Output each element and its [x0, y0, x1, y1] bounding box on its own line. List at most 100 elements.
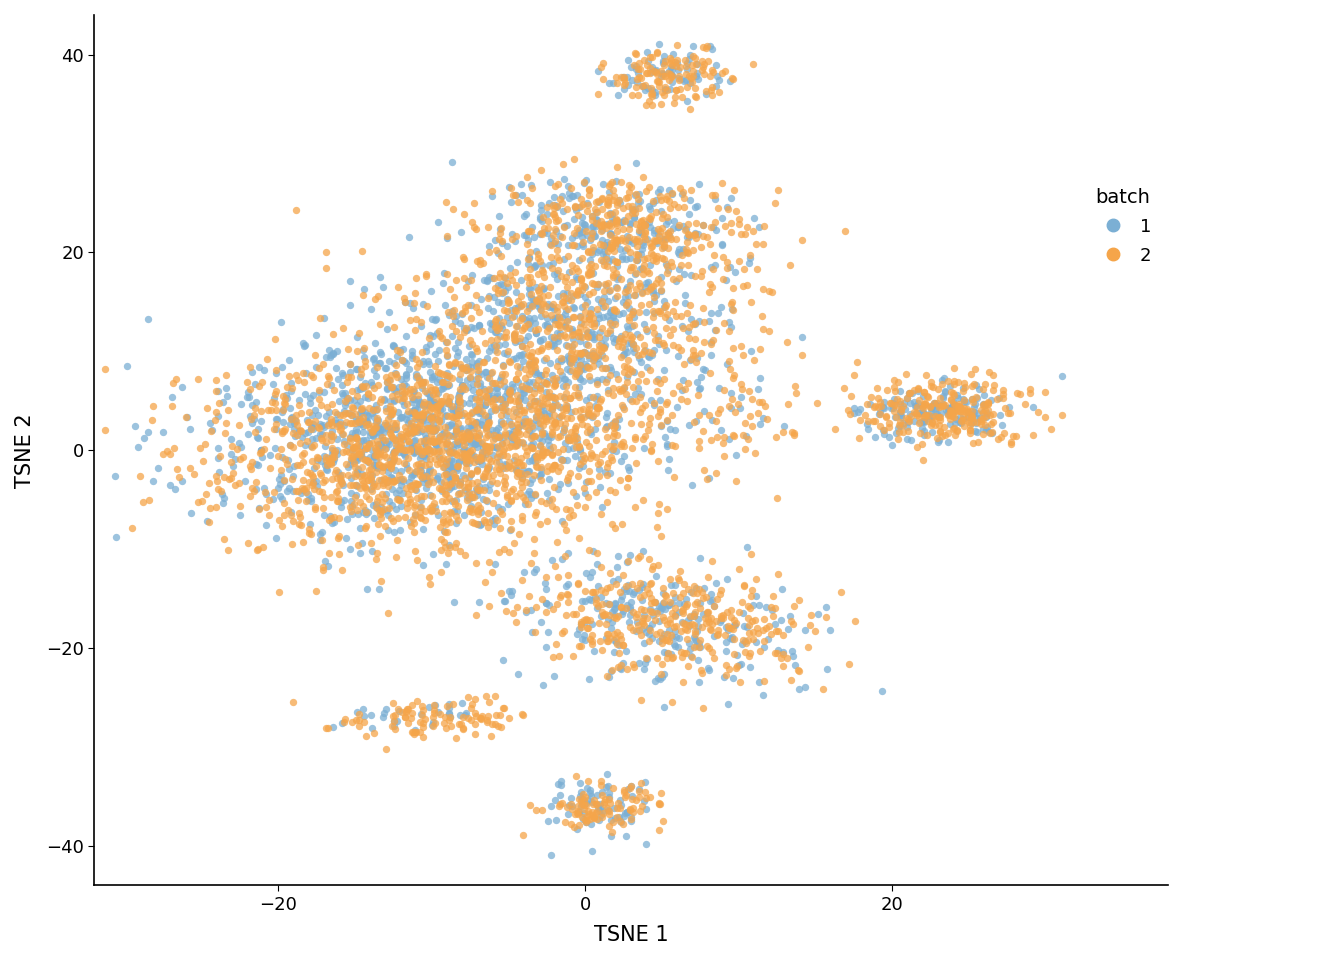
Point	[247, 378, 269, 394]
Point	[527, 372, 548, 388]
Point	[590, 336, 612, 351]
Point	[349, 401, 371, 417]
Point	[641, 97, 663, 112]
Point	[684, 630, 706, 645]
Point	[579, 421, 601, 437]
Point	[392, 471, 414, 487]
Point	[398, 487, 419, 502]
Point	[476, 389, 497, 404]
Point	[441, 468, 462, 484]
Point	[521, 428, 543, 444]
Point	[333, 434, 355, 449]
Point	[681, 38, 703, 54]
Point	[477, 388, 499, 403]
Point	[450, 306, 472, 322]
Point	[554, 219, 575, 234]
Point	[715, 667, 737, 683]
Point	[653, 56, 675, 71]
Point	[574, 297, 595, 312]
Point	[505, 187, 527, 203]
Point	[383, 355, 405, 371]
Point	[566, 287, 587, 302]
Point	[656, 297, 677, 312]
Point	[438, 538, 460, 553]
Point	[405, 370, 426, 385]
Point	[685, 230, 707, 246]
Point	[577, 265, 598, 280]
Point	[500, 514, 521, 529]
Point	[387, 490, 409, 505]
Point	[437, 396, 458, 411]
Point	[434, 298, 456, 313]
Point	[542, 601, 563, 616]
Point	[719, 361, 741, 376]
Point	[687, 586, 708, 601]
Point	[594, 608, 616, 623]
Point	[466, 463, 488, 478]
Point	[271, 518, 293, 534]
Point	[509, 450, 531, 466]
Point	[200, 423, 222, 439]
Point	[358, 416, 379, 431]
Point	[351, 366, 372, 381]
Point	[285, 368, 306, 383]
Point	[712, 611, 734, 626]
Point	[586, 811, 607, 827]
Point	[762, 609, 784, 624]
Point	[538, 287, 559, 302]
Point	[444, 290, 465, 305]
Point	[599, 564, 621, 580]
Point	[620, 602, 641, 617]
Point	[646, 372, 668, 387]
Point	[454, 362, 476, 377]
Point	[323, 382, 344, 397]
Point	[465, 482, 487, 497]
Point	[720, 609, 742, 624]
Point	[403, 383, 425, 398]
Point	[628, 348, 649, 363]
Point	[437, 408, 458, 423]
Point	[556, 202, 578, 217]
Point	[564, 200, 586, 215]
Point	[968, 381, 989, 396]
Point	[526, 292, 547, 307]
Point	[492, 235, 513, 251]
Point	[462, 447, 484, 463]
Point	[633, 588, 655, 603]
Point	[593, 55, 614, 70]
Point	[620, 416, 641, 431]
Point	[375, 471, 396, 487]
Point	[578, 360, 599, 375]
Point	[456, 492, 477, 508]
Point	[356, 408, 378, 423]
Point	[655, 82, 676, 97]
Point	[939, 378, 961, 394]
Point	[624, 499, 645, 515]
Point	[496, 448, 517, 464]
Point	[556, 279, 578, 295]
Point	[630, 776, 652, 791]
Point	[652, 54, 673, 69]
Point	[364, 355, 386, 371]
Point	[570, 286, 591, 301]
Point	[559, 790, 581, 805]
Point	[410, 434, 431, 449]
Point	[477, 506, 499, 521]
Point	[284, 421, 305, 437]
Point	[574, 593, 595, 609]
Point	[367, 288, 388, 303]
Point	[677, 582, 699, 597]
Point	[425, 311, 446, 326]
Point	[613, 212, 634, 228]
Point	[716, 200, 738, 215]
Point	[638, 620, 660, 636]
Point	[532, 264, 554, 279]
Point	[641, 616, 663, 632]
Point	[734, 577, 755, 592]
Point	[391, 705, 413, 720]
Point	[426, 374, 448, 390]
Point	[495, 396, 516, 412]
Point	[640, 595, 661, 611]
Point	[370, 395, 391, 410]
Point	[370, 574, 391, 589]
